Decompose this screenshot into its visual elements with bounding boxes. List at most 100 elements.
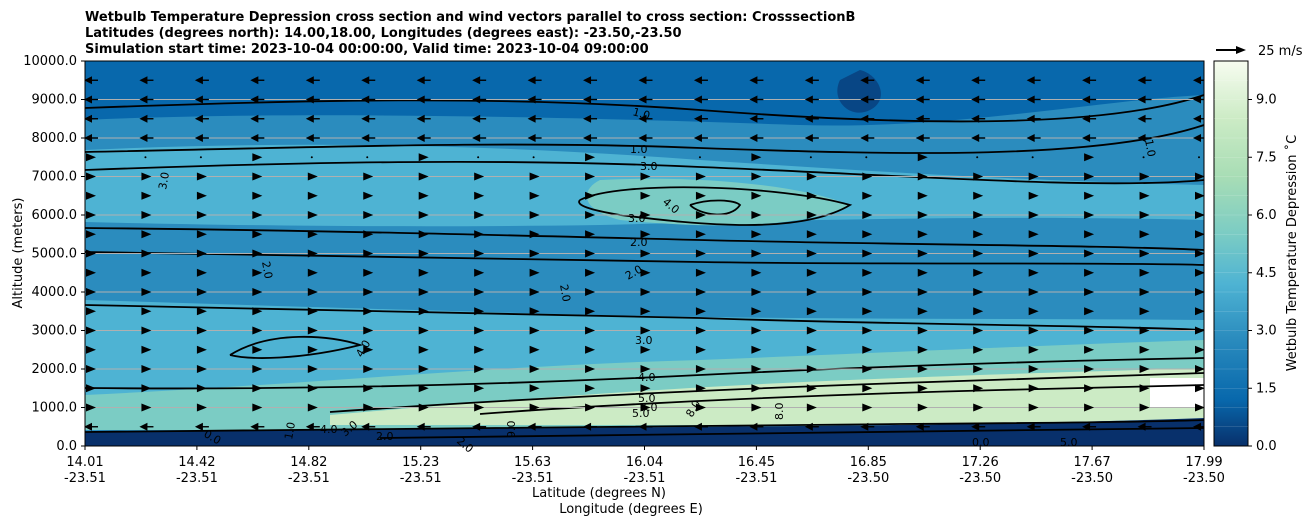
wind-arrow	[1139, 403, 1150, 412]
y-tick-label: 10000.0	[23, 54, 77, 69]
wind-arrow	[527, 114, 542, 123]
wind-arrow	[915, 134, 930, 142]
wind-arrow	[971, 134, 986, 142]
contour-label: 2.0	[630, 236, 648, 249]
wind-arrow	[474, 307, 485, 316]
wind-arrow	[472, 76, 487, 85]
wind-arrow	[363, 384, 374, 393]
wind-arrow	[1028, 191, 1039, 200]
wind-arrow	[252, 403, 263, 412]
wind-arrow	[917, 288, 928, 296]
wind-arrow	[139, 422, 154, 431]
wind-arrow	[307, 288, 318, 296]
wind-arrow	[416, 134, 431, 142]
wind-arrow	[363, 307, 374, 316]
wind-arrow	[917, 153, 928, 162]
wind-arrow	[973, 191, 984, 200]
wind-arrow	[583, 76, 598, 85]
wind-arrow	[806, 365, 817, 373]
wind-arrow	[862, 268, 873, 277]
wind-arrow	[1028, 345, 1039, 354]
wind-arrow	[474, 268, 485, 277]
wind-arrow	[973, 211, 984, 219]
wind-arrow	[418, 249, 429, 258]
wind-arrow	[361, 134, 376, 142]
contour-label: 1.0	[1142, 138, 1158, 157]
contour-label: 2.0	[376, 430, 394, 443]
wind-arrow	[693, 76, 708, 85]
wind-arrow	[695, 403, 706, 412]
wind-arrow	[1028, 211, 1039, 219]
wind-arrow	[1195, 326, 1204, 335]
wind-arrow	[307, 191, 318, 200]
wind-arrow	[971, 422, 986, 431]
x-axis-label-lon: Longitude (degrees E)	[559, 502, 703, 517]
x-tick-label-lat: 14.82	[290, 455, 327, 470]
wind-arrow	[252, 345, 263, 354]
wind-arrow	[418, 288, 429, 296]
wind-arrow	[1026, 95, 1041, 104]
wind-arrow	[695, 365, 706, 373]
y-tick-label: 4000.0	[32, 285, 78, 300]
x-tick-label-lon: -23.50	[847, 471, 889, 486]
wind-arrow	[860, 422, 875, 431]
wind-arrow	[363, 345, 374, 354]
contour-label: 9.0	[505, 421, 518, 439]
wind-arrow	[1195, 365, 1204, 373]
wind-arrow	[196, 211, 207, 219]
wind-arrow	[1028, 384, 1039, 393]
wind-arrow	[583, 95, 598, 104]
wind-arrow	[973, 365, 984, 373]
wind-arrow	[749, 134, 764, 142]
wind-arrow	[86, 268, 96, 277]
wind-arrow	[917, 326, 928, 335]
wind-arrow	[917, 211, 928, 219]
wind-arrow	[806, 403, 817, 412]
wind-arrow	[973, 403, 984, 412]
contour-line-7	[329, 372, 1204, 413]
contour-label: 5.0	[638, 392, 656, 405]
wind-arrow	[1026, 76, 1041, 85]
wind-arrow	[139, 134, 154, 142]
wind-arrow	[472, 422, 487, 431]
wind-arrow	[862, 384, 873, 393]
wind-arrow	[196, 403, 207, 412]
wind-arrow	[1028, 268, 1039, 277]
wind-arrow	[363, 249, 374, 258]
wind-arrow	[804, 134, 819, 142]
wind-arrow	[971, 76, 986, 85]
wind-arrow	[86, 211, 96, 219]
x-tick-label-lat: 16.45	[738, 455, 775, 470]
contour-label: 2.0	[259, 260, 275, 279]
wind-arrow	[141, 345, 152, 354]
wind-arrow	[640, 384, 651, 393]
wind-arrow	[693, 422, 708, 431]
wind-arrow	[1084, 365, 1095, 373]
wind-arrow	[1195, 403, 1204, 412]
wind-arrow	[640, 172, 651, 181]
wind-arrow	[585, 268, 596, 277]
wind-arrow	[973, 345, 984, 354]
x-tick-label-lat: 14.42	[178, 455, 215, 470]
wind-arrow	[1082, 134, 1097, 142]
y-tick-label: 1000.0	[32, 401, 78, 416]
x-tick-label-lon: -23.51	[288, 471, 330, 486]
wind-arrow	[806, 211, 817, 219]
wind-arrow	[307, 249, 318, 258]
wind-arrow	[196, 191, 207, 200]
wind-arrow	[751, 403, 762, 412]
wind-arrow	[529, 211, 540, 219]
wind-arrow	[585, 230, 596, 239]
wind-arrow	[806, 345, 817, 354]
wind-arrow	[418, 307, 429, 316]
wind-arrow	[1137, 422, 1152, 431]
wind-arrow	[474, 172, 485, 181]
wind-arrow	[1139, 307, 1150, 316]
wind-arrow	[86, 230, 96, 239]
wind-arrow	[1084, 153, 1095, 162]
y-axis-label: Altitude (meters)	[11, 198, 26, 309]
contour-line-4-low	[229, 335, 364, 359]
wind-arrow	[418, 172, 429, 181]
wind-arrow	[806, 172, 817, 181]
wind-arrow	[141, 307, 152, 316]
